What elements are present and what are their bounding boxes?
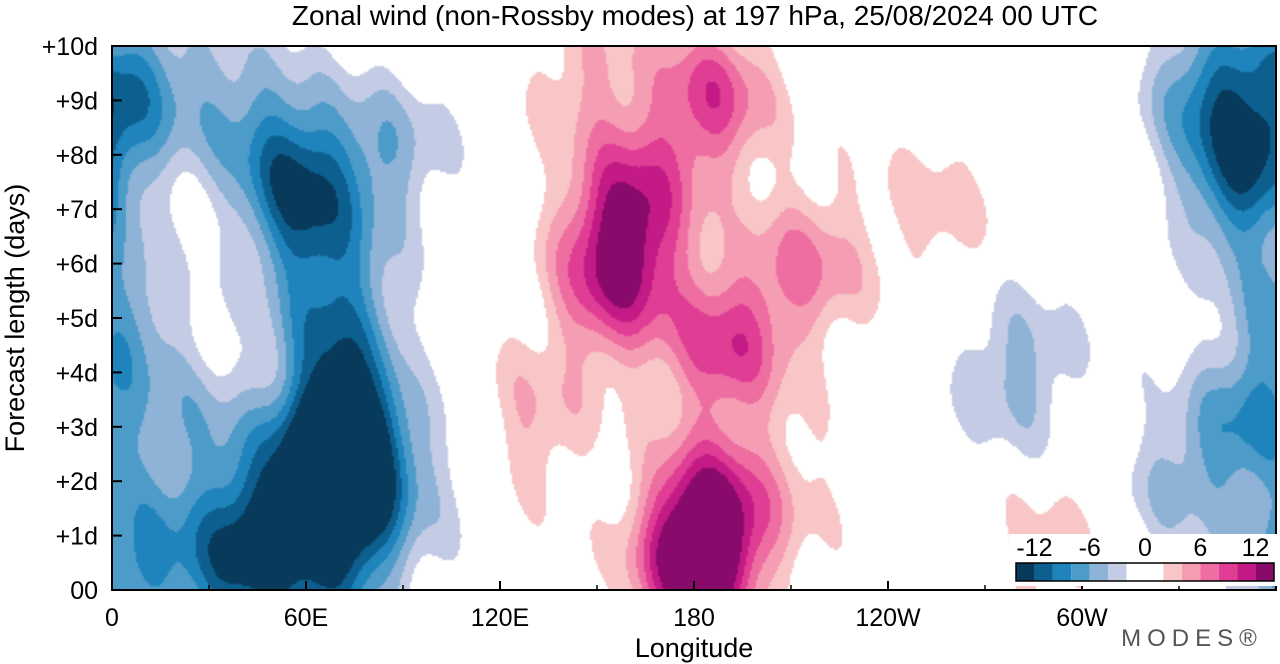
colorbar-swatch (1237, 563, 1256, 581)
colorbar-swatch (1163, 563, 1182, 581)
x-tick-label: 180 (673, 604, 715, 632)
colorbar-swatch (1218, 563, 1238, 581)
colorbar-swatch (1255, 563, 1274, 581)
x-tick-label: 60E (284, 604, 328, 632)
colorbar-tick-label: 0 (1138, 534, 1152, 562)
y-axis-label: Forecast length (days) (0, 184, 30, 453)
x-axis: 0 60E 120E 180 120W 60W (105, 581, 1180, 632)
colorbar-legend: -12 -6 0 6 12 (1010, 534, 1278, 586)
y-tick-label: +5d (56, 305, 98, 333)
y-tick-label: +4d (56, 359, 98, 387)
x-tick-label: 120E (471, 604, 529, 632)
y-tick-label: +8d (56, 142, 98, 170)
y-tick-label: +6d (56, 251, 98, 279)
y-tick-label: +1d (56, 523, 98, 551)
x-tick-label: 0 (105, 604, 119, 632)
colorbar-swatch (1052, 563, 1072, 581)
x-tick-label: 120W (855, 604, 921, 632)
colorbar-frame (1015, 562, 1275, 582)
chart-title: Zonal wind (non-Rossby modes) at 197 hPa… (292, 0, 1098, 31)
x-tick-label: 60W (1056, 604, 1108, 632)
colorbar-tick-label: 6 (1193, 534, 1207, 562)
colorbar-tick-label: -6 (1079, 534, 1101, 562)
y-tick-label: +3d (56, 414, 98, 442)
y-tick-label: 00 (70, 577, 98, 605)
colorbar-swatch (1200, 563, 1219, 581)
colorbar-swatch (1089, 563, 1109, 581)
y-axis: 00 +1d +2d +3d +4d +5d +6d +7d +8d +9d +10d (42, 33, 122, 605)
colorbar-tick-label: 12 (1242, 534, 1270, 562)
colorbar-swatch (1034, 563, 1053, 581)
colorbar-swatch (1071, 563, 1090, 581)
wind-field-contours (112, 46, 1276, 590)
modes-logo: MODES® (1121, 625, 1263, 652)
colorbar-tick-label: -12 (1016, 534, 1052, 562)
plot-area (111, 45, 1277, 591)
y-tick-label: +9d (56, 87, 98, 115)
colorbar-swatch (1108, 563, 1127, 581)
y-tick-label: +7d (56, 196, 98, 224)
x-axis-label: Longitude (635, 633, 754, 663)
colorbar-swatch (1016, 563, 1035, 581)
colorbar-swatch (1181, 563, 1201, 581)
y-tick-label: +2d (56, 468, 98, 496)
colorbar-swatch (1126, 563, 1164, 581)
y-tick-label: +10d (42, 33, 98, 61)
